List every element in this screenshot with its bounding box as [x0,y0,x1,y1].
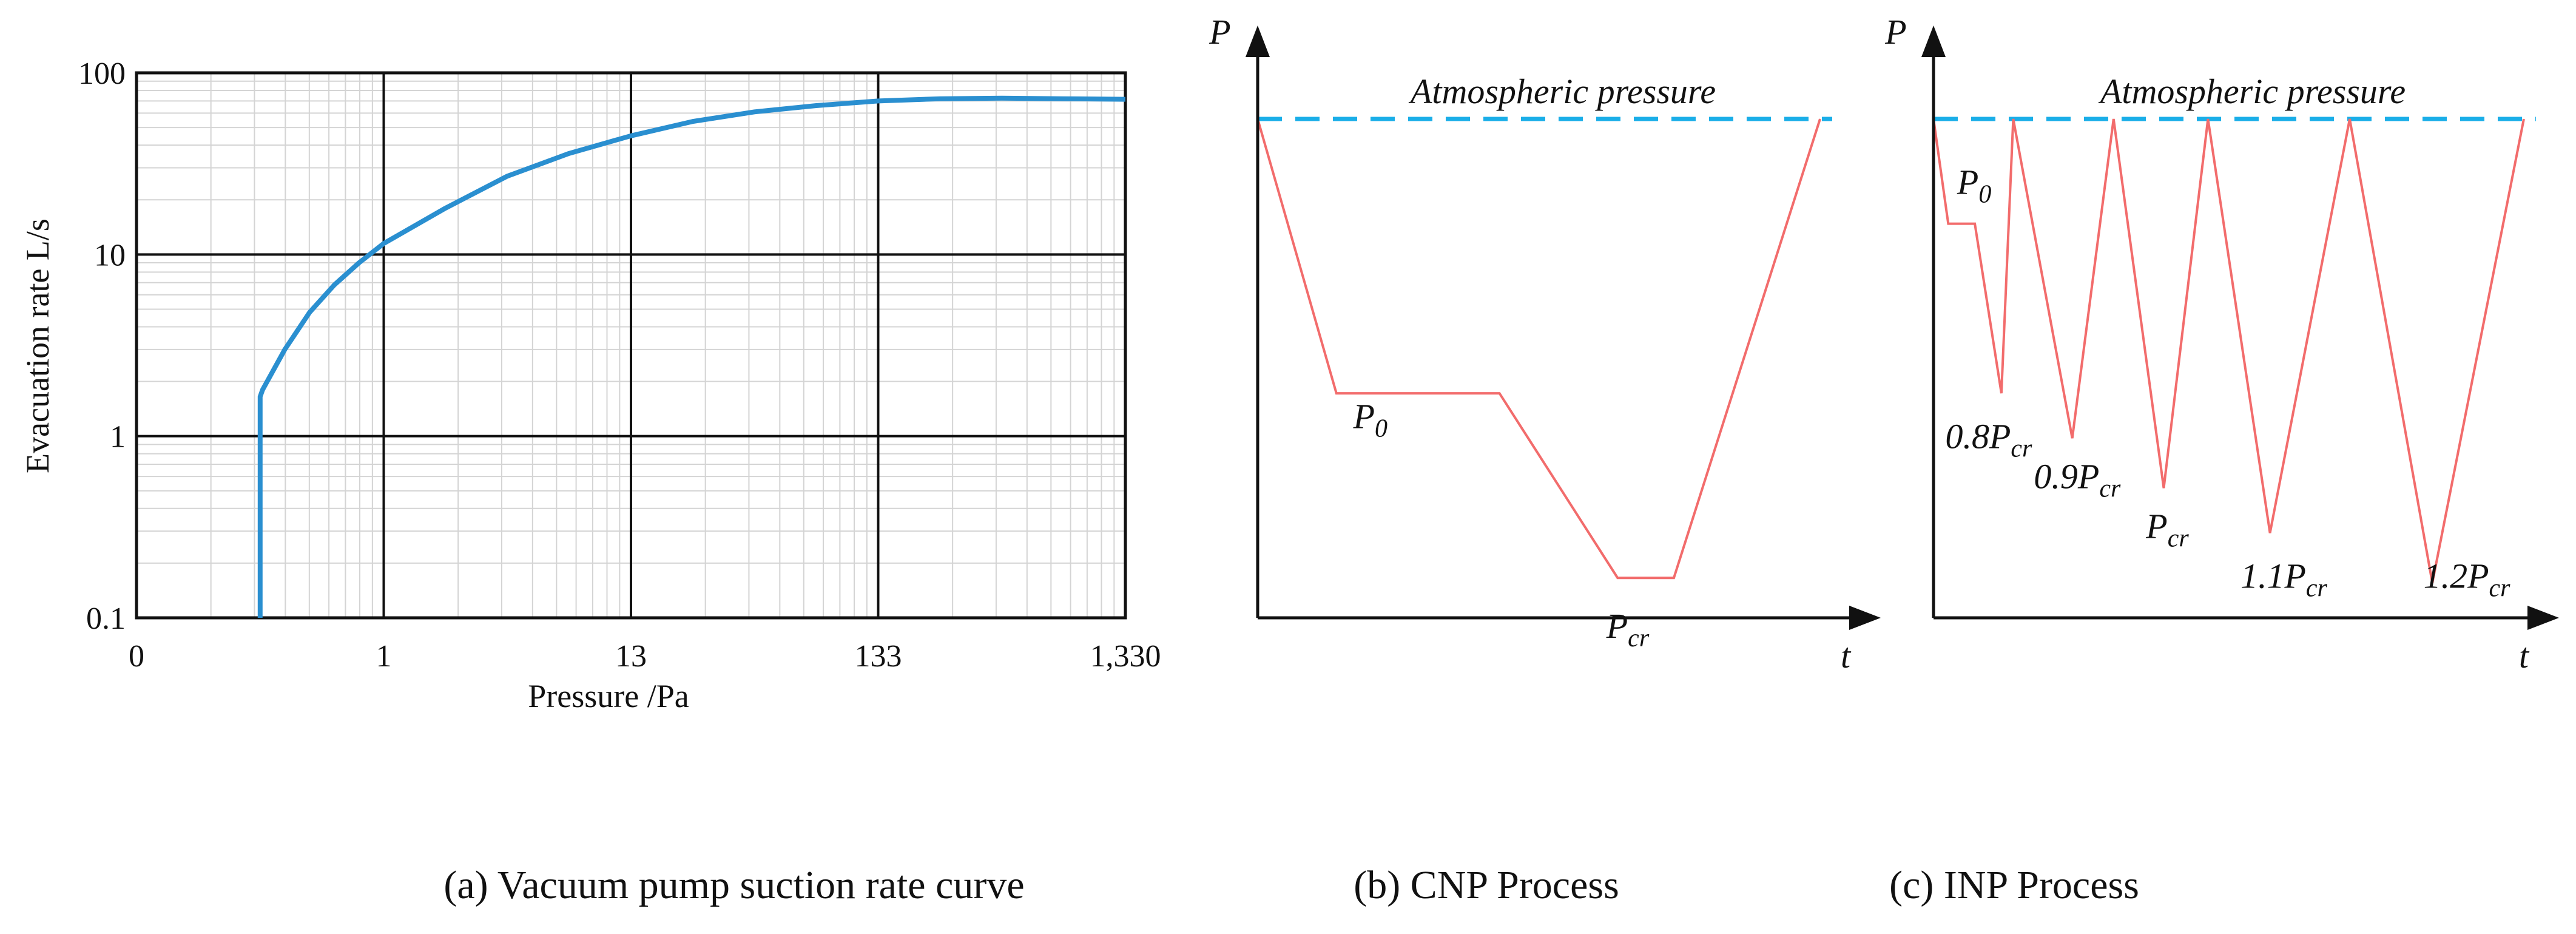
panel-b-cnp-process: Atmospheric pressure P t P0 Pcr [1209,12,1881,675]
x-axis-arrowhead [2527,606,2559,630]
panel-a-plot-frame [135,71,1127,620]
panel-b-x-axis-label: t [1841,636,1852,675]
pressure-label: Pcr [1606,606,1650,652]
panel-c-atmospheric-pressure-label: Atmospheric pressure [2098,72,2406,111]
panel-a-x-tick-label: 1 [376,639,392,674]
pressure-label: P0 [1957,162,1991,208]
panel-a-y-axis-label: Evacuation rate L/s [19,218,56,473]
evacuation-rate-curve [257,95,1126,618]
caption-b: (b) CNP Process [1354,863,1619,907]
panel-a-x-tick-label: 1,330 [1090,639,1161,674]
pressure-label: 1.2Pcr [2424,557,2511,603]
pressure-label: P0 [1353,397,1387,443]
panel-a-y-tick-label: 1 [110,420,126,455]
panel-a-y-tick-label: 10 [94,238,126,272]
panel-c-y-axis-label: P [1884,12,1906,52]
x-axis-arrowhead [1849,606,1881,630]
panel-a-y-tick-label: 100 [78,56,126,91]
panel-c-x-axis-label: t [2519,636,2530,675]
panel-a-x-tick-label: 0 [129,639,144,674]
panel-a-x-tick-label: 133 [855,639,902,674]
panel-a-x-axis-label: Pressure /Pa [528,678,689,714]
pressure-label: 0.9Pcr [2034,456,2121,503]
panel-c-inp-process: Atmospheric pressure P t P00.8Pcr0.9PcrP… [1884,12,2559,675]
caption-a: (a) Vacuum pump suction rate curve [443,863,1024,907]
panel-a-y-tick-label: 0.1 [86,601,126,636]
caption-c: (c) INP Process [1889,863,2139,907]
panel-c-axes [1921,25,2559,630]
panel-b-cnp-pressure-profile [1256,118,1821,580]
y-axis-arrowhead [1246,25,1270,57]
panel-a-x-tick-labels: 0 1 13 133 1,330 [129,639,1161,674]
y-axis-arrowhead [1921,25,1946,57]
pressure-label: 1.1Pcr [2241,557,2328,603]
panel-a-suction-rate-chart: 0 1 13 133 1,330 100 10 1 0.1 Pressure /Pa Evac… [19,56,1161,714]
panel-a-x-tick-label: 13 [615,639,647,674]
panel-a-y-tick-labels: 100 10 1 0.1 [78,56,126,636]
pressure-label: Pcr [2145,506,2189,552]
panel-a-major-grid [137,73,1125,618]
pressure-label: 0.8Pcr [1945,417,2032,463]
panel-b-atmospheric-pressure-label: Atmospheric pressure [1408,72,1716,111]
panel-c-inp-pressure-profile [1932,118,2525,583]
panel-b-annotations: P0 Pcr [1353,397,1650,652]
panel-b-y-axis-label: P [1209,12,1230,52]
panel-b-axes [1246,25,1881,630]
